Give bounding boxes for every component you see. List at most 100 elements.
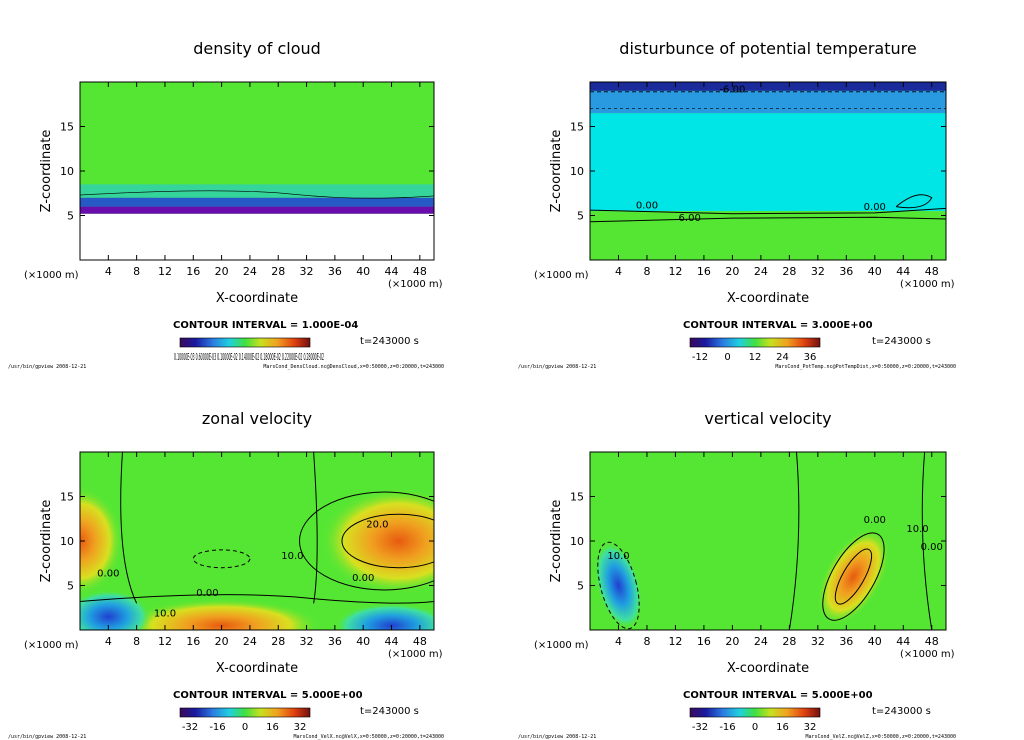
y-tick-label: 10 xyxy=(60,165,74,178)
x-tick-label: 44 xyxy=(896,635,910,648)
x-tick-label: 48 xyxy=(925,265,939,278)
contour-interval: CONTOUR INTERVAL = 3.000E+00 xyxy=(683,320,873,331)
colorbar-tick-label: 24 xyxy=(776,352,789,363)
contour-interval: CONTOUR INTERVAL = 5.000E+00 xyxy=(173,690,363,701)
contour-label: 0.00 xyxy=(196,588,218,599)
contour-label: 0.00 xyxy=(352,573,374,584)
contour-label: -6.00 xyxy=(719,85,745,96)
contour-line xyxy=(80,190,434,199)
negative-core xyxy=(334,603,434,630)
y-tick-label: 15 xyxy=(570,491,584,504)
x-tick-label: 36 xyxy=(328,265,342,278)
contour-line xyxy=(299,491,434,591)
y-tick-label: 15 xyxy=(570,121,584,134)
x-tick-label: 40 xyxy=(356,635,370,648)
colorbar-tick-label: -16 xyxy=(719,722,735,733)
x-tick-label: 12 xyxy=(158,265,172,278)
contour-line xyxy=(192,549,251,569)
x-tick-label: 32 xyxy=(300,265,314,278)
x-tick-label: 8 xyxy=(133,635,140,648)
x-axis-label: X-coordinate xyxy=(727,291,809,306)
x-tick-label: 12 xyxy=(158,635,172,648)
footer-right: MarsCond_PotTemp.nc@PotTempDist,x=0:5000… xyxy=(775,364,956,370)
x-tick-label: 24 xyxy=(754,635,768,648)
x-tick-label: 40 xyxy=(868,265,882,278)
x-axis-label: X-coordinate xyxy=(727,661,809,676)
contour-line xyxy=(921,452,933,630)
x-tick-label: 16 xyxy=(186,265,200,278)
x-tick-label: 4 xyxy=(105,265,112,278)
positive-core xyxy=(122,598,321,630)
colorbar-tick-label: 36 xyxy=(804,352,817,363)
colorbar-tick-label: 32 xyxy=(294,722,307,733)
x-unit-left: (×1000 m) xyxy=(24,640,79,651)
footer-right: MarsCond_VelX.nc@VelX,x=0:50000,z=0:2000… xyxy=(293,734,444,740)
colorbar-tick-label: 0.10000E-03 0.60000E-03 0.10000E-02 0.14… xyxy=(174,352,324,363)
contour-line xyxy=(341,513,434,569)
contour-interval: CONTOUR INTERVAL = 5.000E+00 xyxy=(683,690,873,701)
chart-title: density of cloud xyxy=(193,39,321,58)
x-axis-label: X-coordinate xyxy=(216,661,298,676)
colorbar-tick-label: 16 xyxy=(266,722,279,733)
contour-line xyxy=(822,532,885,621)
footer-left: /usr/bin/gpview 2008-12-21 xyxy=(8,364,86,370)
y-tick-label: 15 xyxy=(60,121,74,134)
footer-left: /usr/bin/gpview 2008-12-21 xyxy=(518,364,596,370)
colorbar-tick-label: 12 xyxy=(749,352,762,363)
field-background xyxy=(590,452,946,630)
contour-label: 0.00 xyxy=(97,569,119,580)
x-tick-label: 36 xyxy=(328,635,342,648)
colorbar-tick-label: 16 xyxy=(776,722,789,733)
x-tick-label: 8 xyxy=(643,265,650,278)
x-tick-label: 24 xyxy=(243,635,257,648)
time-label: t=243000 s xyxy=(360,336,419,347)
panel-2: -6.00 0.00 6.00 0.00 disturbunce of potentia… xyxy=(518,39,956,370)
heatmap-field xyxy=(590,82,946,260)
contour-line xyxy=(590,207,946,215)
colorbar-tick-label: -32 xyxy=(692,722,708,733)
footer-left: /usr/bin/gpview 2008-12-21 xyxy=(518,734,596,740)
chart-title: zonal velocity xyxy=(202,409,312,428)
x-tick-label: 44 xyxy=(896,265,910,278)
no-data-region xyxy=(80,213,434,260)
contour-line xyxy=(120,452,138,604)
x-tick-label: 40 xyxy=(356,265,370,278)
y-axis-label: Z-coordinate xyxy=(549,500,564,583)
x-unit-right: (×1000 m) xyxy=(900,279,955,290)
chart-title: vertical velocity xyxy=(704,409,831,428)
x-tick-label: 16 xyxy=(186,635,200,648)
negative-core xyxy=(594,542,643,629)
contour-label: 10.0 xyxy=(607,551,629,562)
x-unit-right: (×1000 m) xyxy=(388,279,443,290)
time-label: t=243000 s xyxy=(872,706,931,717)
x-tick-label: 32 xyxy=(811,265,825,278)
x-axis-label: X-coordinate xyxy=(216,291,298,306)
positive-core xyxy=(320,487,434,595)
contour-line xyxy=(313,452,318,604)
x-tick-label: 20 xyxy=(725,265,739,278)
y-tick-label: 10 xyxy=(570,165,584,178)
colorbar xyxy=(689,337,821,348)
x-tick-label: 28 xyxy=(782,635,796,648)
y-axis-label: Z-coordinate xyxy=(39,500,54,583)
contour-line xyxy=(597,541,640,630)
contour-line xyxy=(834,548,873,605)
x-tick-label: 4 xyxy=(615,635,622,648)
y-tick-label: 15 xyxy=(60,491,74,504)
colorbar-tick-label: -16 xyxy=(209,722,225,733)
x-tick-label: 40 xyxy=(868,635,882,648)
x-tick-label: 48 xyxy=(925,635,939,648)
y-axis-label: Z-coordinate xyxy=(549,130,564,213)
x-unit-left: (×1000 m) xyxy=(534,640,589,651)
x-unit-right: (×1000 m) xyxy=(388,649,443,660)
time-label: t=243000 s xyxy=(360,706,419,717)
contour-label: 10.0 xyxy=(281,551,303,562)
y-tick-label: 5 xyxy=(577,210,584,223)
colorbar xyxy=(179,707,311,718)
x-tick-label: 32 xyxy=(300,635,314,648)
x-tick-label: 16 xyxy=(697,265,711,278)
chart-title: disturbunce of potential temperature xyxy=(619,39,916,58)
